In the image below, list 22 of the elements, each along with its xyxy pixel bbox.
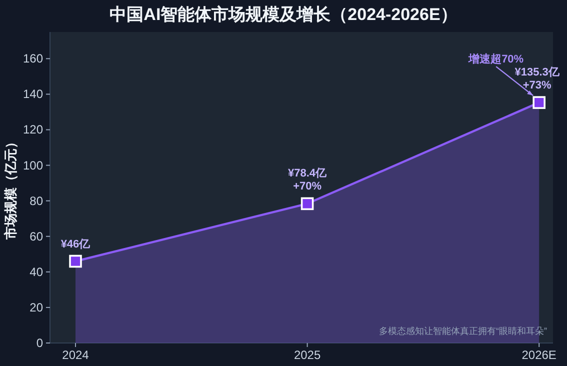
point [69,254,82,268]
point [300,197,314,210]
y-tick-label: 140 [22,87,44,102]
data-label: ¥46亿 [60,238,92,250]
y-tick-label: 40 [30,264,44,279]
y-tick-label: 0 [36,336,44,350]
data-label: ¥78.4亿 +70% [288,168,328,193]
chart-title: 中国AI智能体市场规模及增长（2024-2026E） [110,5,458,24]
x-tick-label: 2024 [62,348,90,362]
data-label: ¥135.3亿 +73% [514,66,560,92]
x-tick-label: 2025 [294,348,321,362]
point [532,96,546,109]
y-tick-label: 60 [30,229,44,244]
annotation: 多模态感知让智能体真正拥有“眼睛和耳朵” [379,326,547,336]
y-axis-title: 市场规模（亿元） [3,136,18,240]
y-tick-label: 160 [22,52,44,66]
y-tick-label: 120 [22,122,44,137]
x-tick-label: 2026E [522,348,556,362]
y-tick-label: 80 [30,194,44,208]
y-tick-label: 20 [30,300,44,314]
y-tick-label: 100 [22,158,44,172]
annotation: 增速超70% [468,52,524,66]
